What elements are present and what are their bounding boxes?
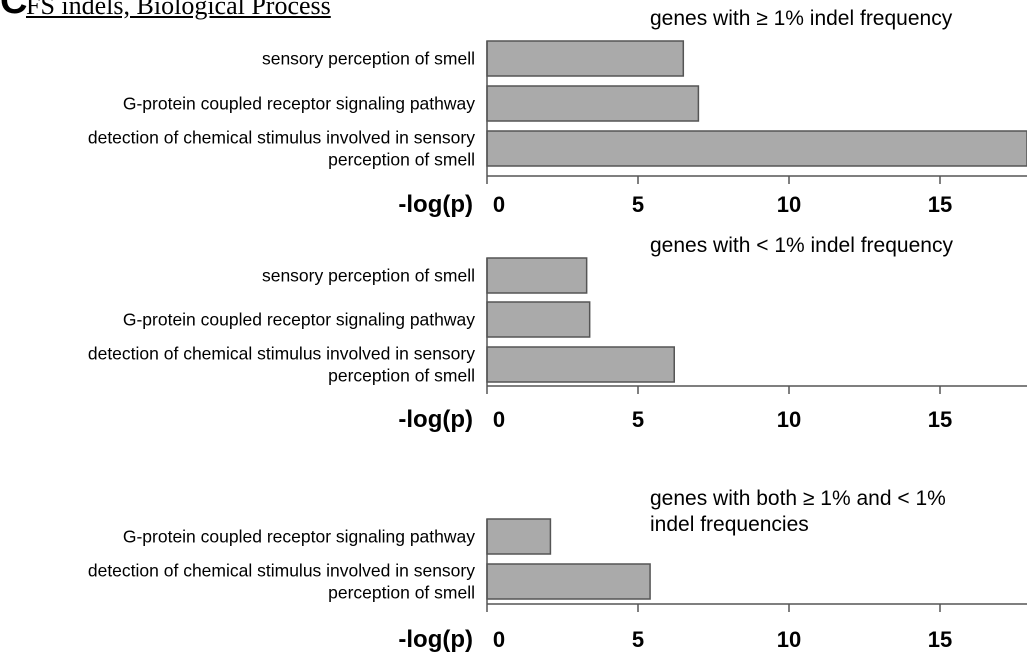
x-tick-label: 10 [777, 192, 801, 217]
chart-panel-3: genes with both ≥ 1% and < 1% indel frequ… [88, 487, 1027, 653]
category-label-line: perception of smell [328, 150, 475, 170]
category-label-line: detection of chemical stimulus involved … [88, 128, 475, 148]
chart-title-line: genes with < 1% indel frequency [650, 234, 953, 257]
bar [486, 257, 588, 294]
chart-title: genes with < 1% indel frequency [650, 234, 953, 257]
chart-title-line: genes with both ≥ 1% and < 1% [650, 487, 946, 510]
x-tick-label: 10 [777, 407, 801, 432]
category-label-line: sensory perception of smell [262, 49, 475, 69]
category-label-line: G-protein coupled receptor signaling pat… [123, 310, 475, 330]
category-label: detection of chemical stimulus involved … [88, 561, 475, 603]
x-axis-label: -log(p) [398, 626, 473, 653]
chart-panel-1: genes with ≥ 1% indel frequency sensory p… [88, 7, 1027, 218]
chart-title: genes with both ≥ 1% and < 1% indel frequ… [650, 487, 946, 536]
chart-panel-2: genes with < 1% indel frequency sensory p… [88, 234, 1027, 433]
category-label-line: perception of smell [328, 583, 475, 603]
x-axis-label: -log(p) [398, 191, 473, 218]
x-axis-label: -log(p) [398, 406, 473, 433]
chart-title: genes with ≥ 1% indel frequency [650, 7, 953, 30]
x-tick-label: 0 [493, 192, 505, 217]
bar [486, 346, 675, 383]
chart-title-line: indel frequencies [650, 513, 809, 536]
x-tick-label: 5 [632, 192, 644, 217]
x-tick-label: 10 [777, 627, 801, 652]
category-label-line: detection of chemical stimulus involved … [88, 344, 475, 364]
category-label-line: G-protein coupled receptor signaling pat… [123, 527, 475, 547]
bar [486, 130, 1027, 167]
bar [486, 40, 685, 77]
bar [486, 563, 651, 600]
panel-letter: C [0, 0, 28, 22]
bar [486, 301, 591, 338]
chart-title-line: genes with ≥ 1% indel frequency [650, 7, 953, 30]
category-label: G-protein coupled receptor signaling pat… [123, 94, 475, 114]
panel-title: FS indels, Biological Process [26, 0, 331, 20]
x-tick-label: 15 [928, 192, 952, 217]
category-label: sensory perception of smell [262, 266, 475, 286]
category-label-line: detection of chemical stimulus involved … [88, 561, 475, 581]
category-label-line: perception of smell [328, 366, 475, 386]
category-label-line: sensory perception of smell [262, 266, 475, 286]
x-tick-label: 5 [632, 407, 644, 432]
category-label: sensory perception of smell [262, 49, 475, 69]
category-label-line: G-protein coupled receptor signaling pat… [123, 94, 475, 114]
category-label: detection of chemical stimulus involved … [88, 128, 475, 170]
x-tick-label: 0 [493, 627, 505, 652]
bar [486, 85, 700, 122]
category-label: G-protein coupled receptor signaling pat… [123, 527, 475, 547]
category-label: detection of chemical stimulus involved … [88, 344, 475, 386]
category-label: G-protein coupled receptor signaling pat… [123, 310, 475, 330]
bar [486, 518, 552, 555]
x-tick-label: 0 [493, 407, 505, 432]
x-tick-label: 15 [928, 627, 952, 652]
x-tick-label: 5 [632, 627, 644, 652]
x-tick-label: 15 [928, 407, 952, 432]
